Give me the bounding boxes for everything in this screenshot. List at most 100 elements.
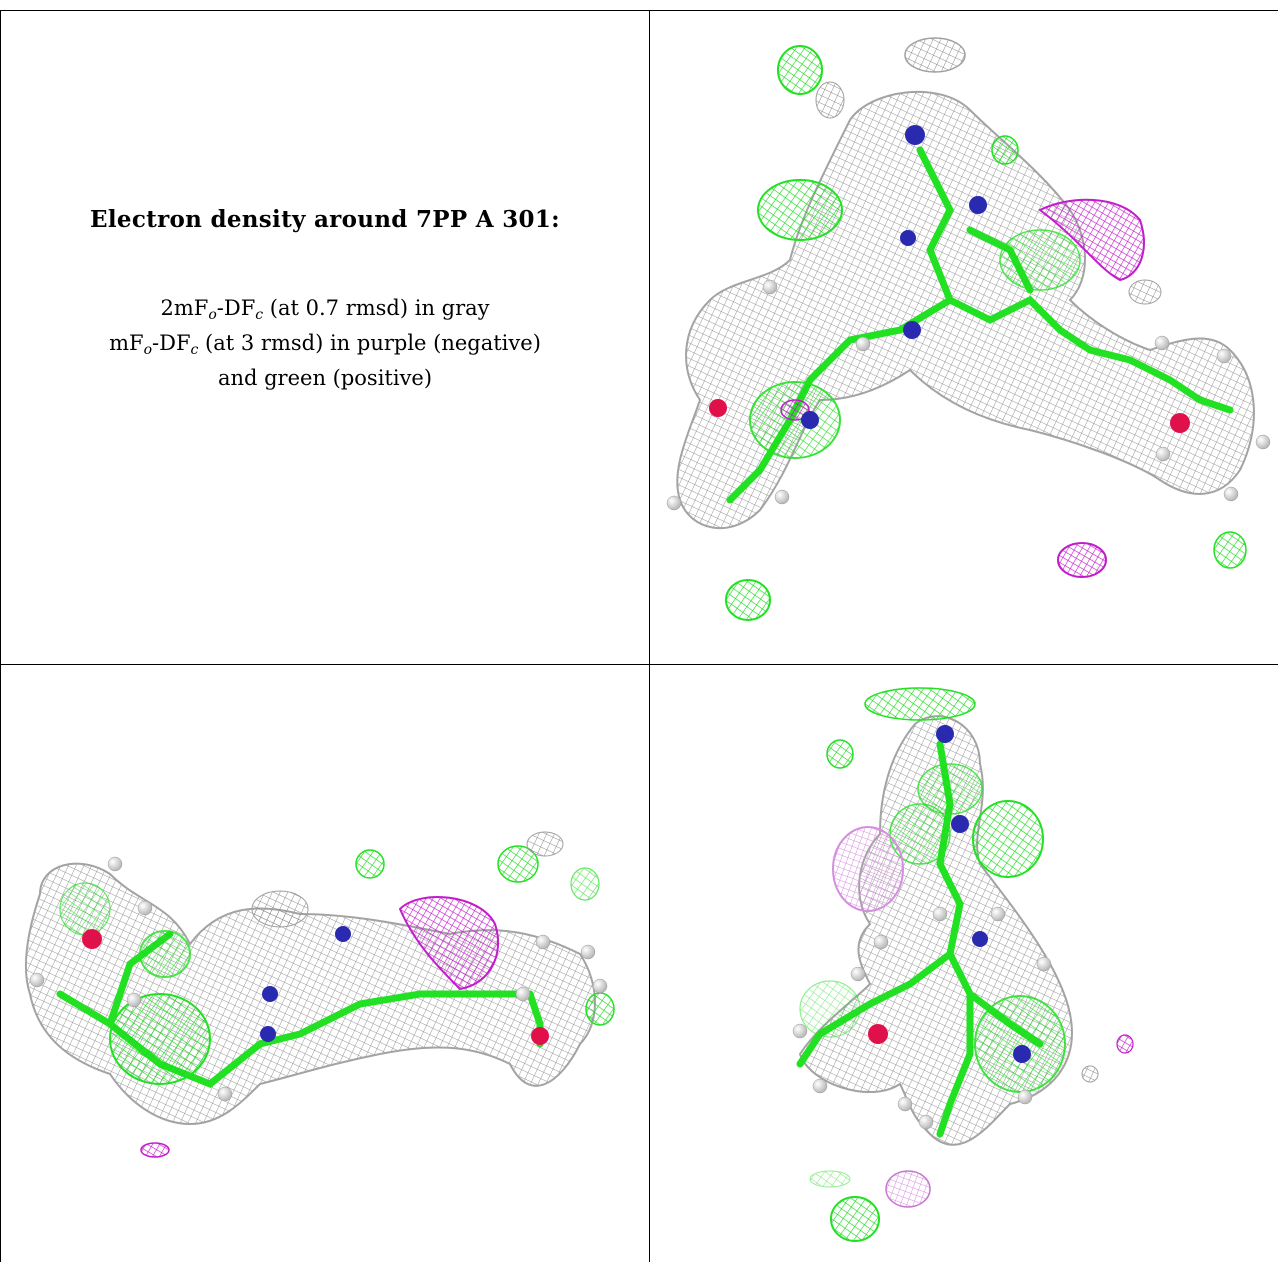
positive-blob: [999, 229, 1081, 291]
hydrogen-atom: [932, 906, 948, 922]
hydrogen-atom: [774, 489, 790, 505]
hydrogen-atom: [855, 336, 871, 352]
oxygen-atom: [709, 399, 727, 417]
grid-line-top: [0, 10, 1278, 11]
negative-blob: [832, 826, 904, 912]
nitrogen-atom: [1013, 1045, 1031, 1063]
gray-mesh-fragment: [1081, 1065, 1099, 1083]
gray-mesh-fragment: [251, 890, 309, 928]
positive-blob: [826, 739, 854, 769]
grid-line-center: [649, 10, 650, 1262]
density-render-bottom-left: [24, 831, 615, 1158]
hydrogen-atom: [580, 944, 596, 960]
hydrogen-atom: [1154, 335, 1170, 351]
positive-blob: [139, 930, 191, 978]
hydrogen-atom: [137, 900, 153, 916]
positive-blob: [830, 1196, 880, 1242]
hydrogen-atom: [936, 990, 974, 1138]
hydrogen-atoms: [666, 279, 1271, 511]
positive-blob: [355, 849, 385, 879]
positive-blob: [917, 763, 983, 815]
positive-blob: [725, 579, 771, 621]
hydrogen-atom: [29, 972, 45, 988]
negative-blob: [780, 399, 810, 421]
hydrogen-atom: [796, 950, 954, 1068]
nitrogen-atom: [335, 926, 351, 942]
gray-mesh-fragment: [815, 81, 845, 119]
negative-blob: [885, 1170, 931, 1208]
caption-cell: Electron density around 7PP A 301: 2mFo-…: [0, 0, 649, 664]
nitrogen-atom: [903, 321, 921, 339]
positive-blob: [864, 687, 976, 721]
hydrogen-atom: [812, 1078, 828, 1094]
negative-blob: [140, 1142, 170, 1158]
grid-line-left: [0, 10, 1, 1262]
positive-blob: [974, 995, 1066, 1093]
hydrogen-atom: [592, 978, 608, 994]
nitrogen-atom: [262, 986, 278, 1002]
hydrogen-atoms: [29, 856, 608, 1102]
positive-blob: [497, 845, 539, 883]
negative-blob: [1038, 198, 1145, 282]
hydrogen-atom: [1216, 348, 1232, 364]
hydrogen-atom: [916, 146, 1234, 414]
density-render-top-right: [666, 37, 1271, 621]
caption-block: Electron density around 7PP A 301: 2mFo-…: [40, 206, 610, 396]
hydrogen-atom: [666, 495, 682, 511]
nitrogen-atom: [801, 411, 819, 429]
legend-line-difference: mFo-DFc (at 3 rmsd) in purple (negative): [109, 331, 541, 358]
gray-mesh-fragment: [904, 37, 966, 73]
hydrogen-atom: [1223, 486, 1239, 502]
nitrogen-atom: [936, 725, 954, 743]
hydrogen-atom: [1036, 956, 1052, 972]
positive-blob: [59, 882, 111, 936]
positive-blob: [1213, 531, 1247, 569]
hydrogen-atom: [1017, 1089, 1033, 1105]
gray-mesh-fragment: [1128, 279, 1162, 305]
negative-blob: [1116, 1034, 1134, 1054]
nitrogen-atom: [260, 1026, 276, 1042]
hydrogen-atom: [726, 296, 954, 504]
oxygen-atom: [531, 1027, 549, 1045]
oxygen-atom: [868, 1024, 888, 1044]
hydrogen-atom: [535, 934, 551, 950]
positive-blob: [991, 135, 1019, 165]
grid-line-middle: [0, 664, 1278, 665]
positive-blob: [585, 992, 615, 1026]
positive-blob: [889, 803, 951, 865]
nitrogen-atom: [969, 196, 987, 214]
hydrogen-atoms: [792, 906, 1052, 1130]
view-bottom-left: [0, 664, 649, 1262]
positive-blob: [109, 993, 211, 1085]
figure-title: Electron density around 7PP A 301:: [90, 206, 560, 233]
positive-blob: [809, 1170, 851, 1188]
hydrogen-atom: [762, 279, 778, 295]
positive-blob: [799, 980, 861, 1038]
positive-blob: [757, 179, 843, 241]
negative-blob: [398, 896, 500, 991]
view-bottom-right: [650, 664, 1278, 1262]
oxygen-atom: [82, 929, 102, 949]
view-top-right: [650, 0, 1278, 664]
hydrogen-atom: [873, 934, 889, 950]
positive-blob: [972, 800, 1044, 878]
nitrogen-atom: [900, 230, 916, 246]
positive-blob: [570, 867, 600, 901]
hydrogen-atom: [850, 966, 866, 982]
hydrogen-atom: [515, 986, 531, 1002]
nitrogen-atom: [905, 125, 925, 145]
hydrogen-atom: [107, 856, 123, 872]
nitrogen-atom: [972, 931, 988, 947]
legend-line-gray: 2mFo-DFc (at 0.7 rmsd) in gray: [160, 296, 490, 323]
hydrogen-atom: [1255, 434, 1271, 450]
positive-blob: [777, 45, 823, 95]
legend-line-positive: and green (positive): [217, 366, 433, 390]
hydrogen-atom: [1155, 446, 1171, 462]
density-render-bottom-right: [792, 687, 1134, 1242]
hydrogen-atom: [126, 992, 142, 1008]
hydrogen-atom: [217, 1086, 233, 1102]
hydrogen-atom: [792, 1023, 808, 1039]
oxygen-atom: [1170, 413, 1190, 433]
hydrogen-atom: [918, 1114, 934, 1130]
